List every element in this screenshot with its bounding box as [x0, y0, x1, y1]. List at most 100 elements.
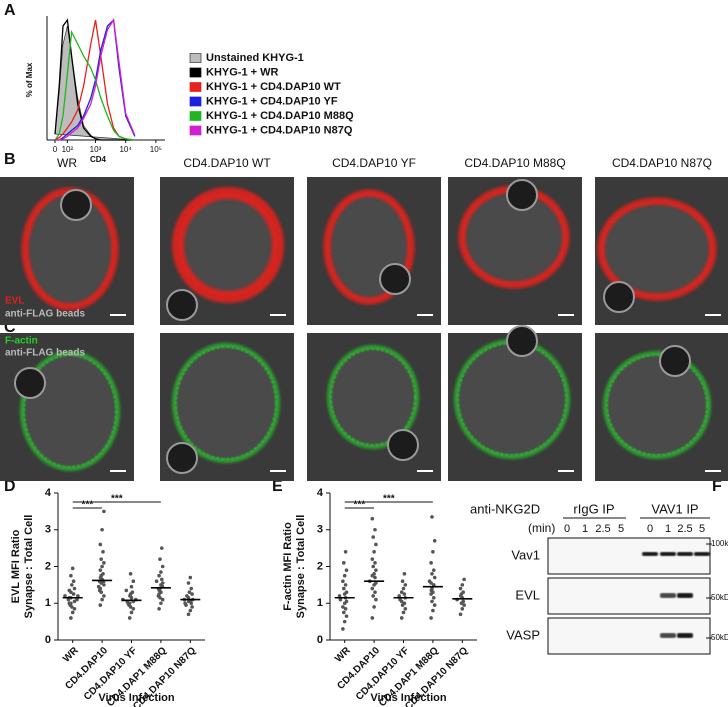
data-dot: [343, 550, 348, 554]
time-label: 1: [582, 523, 588, 535]
data-dot: [99, 557, 103, 561]
time-label: 2.5: [677, 523, 692, 535]
x-tick-label: 10⁵: [150, 145, 162, 154]
cell-signal: [603, 351, 711, 459]
x-tick-label: 10⁴: [119, 145, 132, 154]
blot-group: VAV1 IP: [651, 501, 698, 516]
blot-band: [660, 593, 676, 598]
data-dot: [131, 579, 136, 583]
cell-signal: [172, 343, 280, 463]
blot-antibody: anti-NKG2D: [470, 501, 540, 516]
y-tick-label: 4: [317, 487, 324, 499]
x-tick-label: 10²: [62, 145, 74, 154]
y-tick-label: 1: [317, 597, 323, 609]
micrograph-column-title: WR: [57, 156, 77, 170]
data-dot: [159, 570, 163, 574]
bead: [506, 325, 538, 357]
data-dot: [399, 590, 404, 595]
data-dot: [341, 605, 345, 609]
data-dot: [372, 550, 376, 554]
data-dot: [461, 590, 466, 595]
data-dot: [72, 606, 77, 611]
blot-time-label: (min): [528, 521, 555, 535]
data-dot: [432, 568, 436, 572]
data-dot: [370, 516, 375, 521]
data-dot: [430, 599, 434, 604]
data-dot: [373, 527, 377, 532]
data-dot: [341, 627, 345, 631]
stain-label: F-actin: [5, 336, 38, 347]
data-dot: [102, 561, 106, 565]
cell-interior: [462, 189, 566, 285]
y-tick-label: 3: [45, 524, 51, 536]
data-dot: [98, 542, 103, 547]
data-dot: [186, 612, 191, 617]
cell-interior: [605, 353, 709, 457]
significance-label: ***: [383, 494, 395, 505]
data-dot: [341, 579, 345, 583]
blot-band: [660, 552, 676, 556]
data-dot: [401, 610, 406, 615]
cell-signal: [172, 187, 284, 303]
x-axis-label: CD4: [90, 155, 107, 164]
micrographs: WR CD4.DAP10 WT CD4.DAP10 YF CD4.DAP10 M88Q…: [0, 156, 728, 481]
data-dot: [370, 586, 375, 591]
micrograph-column-title: CD4.DAP10 YF: [332, 156, 416, 170]
cell-signal: [327, 345, 419, 449]
data-dot: [460, 606, 465, 611]
data-dot: [154, 579, 159, 583]
x-axis-label: Virus Infection: [370, 692, 446, 704]
data-dot: [402, 592, 407, 596]
data-dot: [128, 572, 133, 576]
data-dot: [188, 608, 193, 613]
data-dot: [187, 590, 192, 595]
cell-signal: [457, 342, 567, 456]
data-dot: [370, 557, 375, 561]
data-dot: [75, 597, 79, 602]
y-tick-label: 4: [45, 487, 52, 499]
data-dot: [101, 572, 105, 576]
cell-signal: [26, 192, 114, 306]
cell-signal: [606, 354, 708, 456]
series-line: [54, 18, 135, 141]
x-axis-label: Virus Infection: [98, 692, 174, 704]
y-axis-label: Synapse : Total Cell: [23, 515, 35, 619]
blot-band: [677, 552, 693, 556]
data-dot: [458, 586, 463, 591]
micrograph-column-title: CD4.DAP10 M88Q: [464, 156, 565, 170]
blot-row-label: EVL: [515, 587, 540, 602]
bead: [166, 289, 198, 321]
blot-band: [677, 633, 693, 638]
data-dot: [160, 546, 164, 550]
data-dot: [344, 568, 349, 572]
data-dot: [403, 606, 408, 611]
data-dot: [371, 564, 376, 569]
data-dot: [371, 594, 376, 598]
data-dot: [159, 601, 163, 606]
y-tick-label: 2: [317, 560, 323, 572]
cell-signal: [328, 194, 410, 300]
data-dot: [398, 597, 402, 602]
bead: [14, 367, 46, 399]
data-dot: [343, 606, 348, 611]
data-dot: [69, 616, 73, 620]
x-tick-label: 0: [53, 145, 58, 154]
micrograph-column-title: CD4.DAP10 N87Q: [612, 156, 712, 170]
bead: [166, 442, 198, 474]
data-dot: [461, 599, 466, 604]
x-tick-label: WR: [333, 645, 353, 665]
data-dot: [344, 599, 349, 604]
data-dot: [401, 586, 406, 591]
panel-letter: B: [4, 151, 16, 168]
data-dot: [342, 586, 346, 591]
data-dot: [63, 594, 67, 598]
data-dot: [69, 573, 73, 578]
legend-swatch: [189, 82, 202, 92]
data-dot: [430, 586, 434, 591]
data-dot: [430, 572, 434, 576]
data-dot: [374, 581, 378, 585]
cell-signal: [602, 202, 712, 296]
data-dot: [373, 561, 377, 565]
bead: [603, 281, 635, 313]
time-label: 0: [564, 523, 570, 535]
